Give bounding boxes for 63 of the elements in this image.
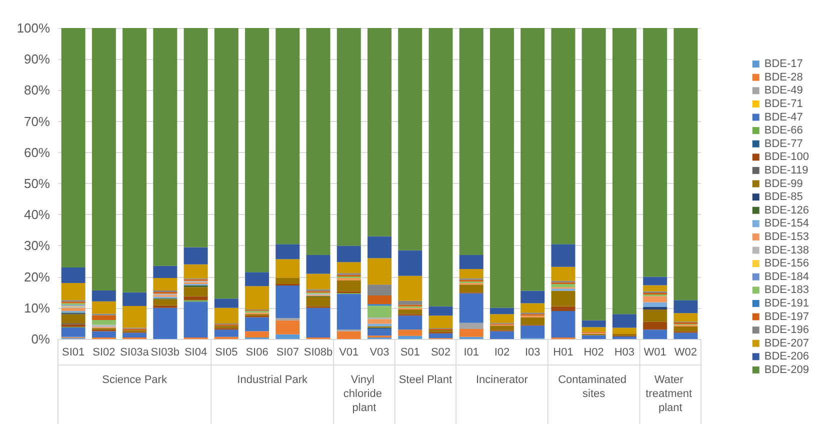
legend-label: BDE-85 bbox=[764, 191, 803, 204]
y-tick-label: 100% bbox=[16, 20, 50, 36]
legend-label: BDE-71 bbox=[764, 98, 803, 110]
x-tick-label: SI05 bbox=[215, 346, 238, 358]
text: Contaminated sites bbox=[558, 374, 630, 400]
legend-label: BDE-28 bbox=[764, 71, 803, 84]
y-tick-label: 40% bbox=[24, 207, 50, 222]
x-tick-label: W01 bbox=[644, 346, 666, 358]
x-tick-label: SI03b bbox=[150, 346, 180, 358]
legend-label: BDE-17 bbox=[764, 58, 803, 70]
legend-label: BDE-99 bbox=[764, 178, 803, 190]
text: Science Park bbox=[102, 374, 168, 386]
y-tick-label: 50% bbox=[24, 176, 50, 191]
legend-label: BDE-100 bbox=[764, 151, 810, 164]
y-tick-label: 0% bbox=[31, 332, 50, 346]
text: Steel Plant bbox=[398, 374, 452, 386]
y-tick-label: 70% bbox=[24, 114, 50, 129]
legend-label: BDE-126 bbox=[764, 204, 810, 216]
x-tick-label: S02 bbox=[430, 346, 451, 358]
y-tick-label: 20% bbox=[24, 269, 50, 284]
x-tick-label: SI06 bbox=[246, 346, 268, 358]
legend-label: BDE-153 bbox=[764, 230, 810, 243]
legend-label: BDE-66 bbox=[764, 124, 803, 137]
text: Water treatment plant bbox=[646, 374, 696, 414]
x-tick-label: W02 bbox=[674, 346, 698, 358]
legend-label: BDE-209 bbox=[764, 364, 810, 376]
x-tick-label: SI07 bbox=[276, 346, 299, 358]
y-tick-label: 60% bbox=[24, 144, 50, 160]
x-tick-label: H02 bbox=[584, 346, 604, 358]
x-tick-label: I01 bbox=[464, 346, 480, 358]
y-tick-label: 30% bbox=[24, 238, 50, 254]
legend-label: BDE-207 bbox=[764, 337, 810, 350]
x-tick-label: SI04 bbox=[184, 346, 208, 358]
legend-label: BDE-154 bbox=[764, 218, 810, 230]
legend-label: BDE-138 bbox=[764, 244, 810, 256]
x-tick-label: V03 bbox=[370, 346, 390, 358]
y-tick-label: 90% bbox=[24, 52, 50, 67]
x-tick-label: SI01 bbox=[62, 346, 85, 358]
x-tick-label: H03 bbox=[614, 346, 635, 358]
legend-label: BDE-184 bbox=[764, 270, 810, 283]
x-tick-label: SI03a bbox=[120, 346, 150, 358]
legend-label: BDE-183 bbox=[764, 284, 810, 296]
y-tick-label: 80% bbox=[24, 82, 50, 98]
legend-label: BDE-191 bbox=[764, 297, 810, 310]
x-tick-label: SI02 bbox=[92, 346, 116, 358]
legend-label: BDE-47 bbox=[764, 111, 803, 124]
text: Industrial Park bbox=[237, 374, 308, 386]
text: Vinyl chloride plant bbox=[343, 374, 385, 414]
text: Incinerator bbox=[476, 374, 528, 386]
x-tick-label: H01 bbox=[553, 346, 574, 358]
x-tick-label: SI08b bbox=[304, 346, 333, 358]
legend-label: BDE-206 bbox=[764, 350, 810, 363]
x-tick-label: I03 bbox=[524, 346, 540, 358]
x-tick-label: S01 bbox=[400, 346, 420, 358]
legend-label: BDE-77 bbox=[764, 138, 803, 150]
legend-label: BDE-156 bbox=[764, 258, 810, 270]
legend-label: BDE-197 bbox=[764, 310, 810, 323]
legend-label: BDE-49 bbox=[764, 84, 803, 97]
legend-label: BDE-119 bbox=[764, 164, 808, 176]
x-tick-label: I02 bbox=[494, 346, 510, 358]
x-tick-label: V01 bbox=[339, 346, 359, 358]
legend-label: BDE-196 bbox=[764, 324, 810, 336]
y-tick-label: 10% bbox=[24, 300, 50, 316]
